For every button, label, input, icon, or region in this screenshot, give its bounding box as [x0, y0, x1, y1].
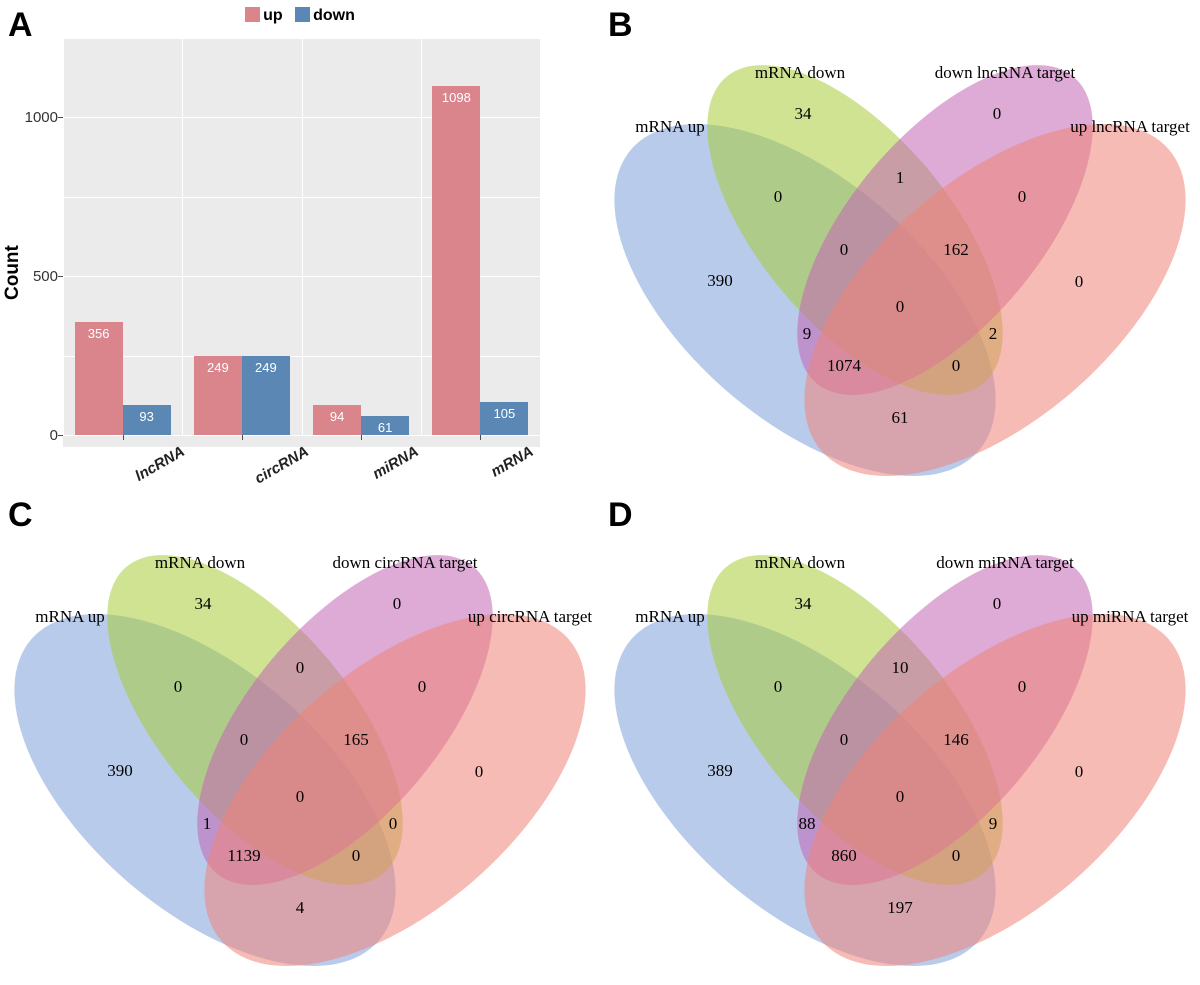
svg-text:0: 0: [774, 187, 783, 206]
svg-text:0: 0: [840, 240, 849, 259]
svg-text:0: 0: [475, 762, 484, 781]
svg-text:34: 34: [195, 594, 213, 613]
svg-text:mRNA up: mRNA up: [635, 607, 704, 626]
svg-text:34: 34: [795, 104, 813, 123]
svg-text:0: 0: [1075, 272, 1084, 291]
svg-text:34: 34: [795, 594, 813, 613]
svg-text:down miRNA target: down miRNA target: [936, 553, 1074, 572]
svg-text:0: 0: [389, 814, 398, 833]
svg-text:mRNA down: mRNA down: [755, 553, 846, 572]
svg-text:0: 0: [352, 846, 361, 865]
svg-text:0: 0: [993, 594, 1002, 613]
svg-text:0: 0: [896, 787, 905, 806]
svg-text:165: 165: [343, 730, 369, 749]
svg-text:197: 197: [887, 898, 913, 917]
svg-text:1: 1: [203, 814, 212, 833]
svg-text:390: 390: [107, 761, 133, 780]
svg-text:389: 389: [707, 761, 733, 780]
svg-text:2: 2: [989, 324, 998, 343]
svg-text:up circRNA target: up circRNA target: [468, 607, 593, 626]
svg-text:1139: 1139: [227, 846, 260, 865]
svg-text:390: 390: [707, 271, 733, 290]
svg-text:0: 0: [418, 677, 427, 696]
svg-text:mRNA down: mRNA down: [155, 553, 246, 572]
svg-text:88: 88: [799, 814, 816, 833]
svg-text:0: 0: [1075, 762, 1084, 781]
svg-text:61: 61: [892, 408, 909, 427]
svg-text:up lncRNA target: up lncRNA target: [1070, 117, 1190, 136]
svg-text:10: 10: [892, 658, 909, 677]
svg-text:down lncRNA target: down lncRNA target: [935, 63, 1076, 82]
svg-text:9: 9: [989, 814, 998, 833]
svg-text:mRNA down: mRNA down: [755, 63, 846, 82]
svg-text:0: 0: [393, 594, 402, 613]
svg-text:0: 0: [1018, 187, 1027, 206]
svg-text:down circRNA target: down circRNA target: [332, 553, 477, 572]
svg-text:up miRNA target: up miRNA target: [1072, 607, 1189, 626]
svg-text:mRNA up: mRNA up: [635, 117, 704, 136]
svg-text:0: 0: [896, 297, 905, 316]
svg-text:0: 0: [1018, 677, 1027, 696]
svg-text:0: 0: [993, 104, 1002, 123]
svg-text:1: 1: [896, 168, 905, 187]
svg-text:0: 0: [840, 730, 849, 749]
svg-text:1074: 1074: [827, 356, 862, 375]
svg-text:860: 860: [831, 846, 857, 865]
svg-text:0: 0: [174, 677, 183, 696]
svg-text:0: 0: [952, 846, 961, 865]
svg-text:0: 0: [296, 658, 305, 677]
svg-text:0: 0: [296, 787, 305, 806]
svg-text:0: 0: [952, 356, 961, 375]
svg-text:4: 4: [296, 898, 305, 917]
svg-text:162: 162: [943, 240, 969, 259]
svg-text:9: 9: [803, 324, 812, 343]
svg-text:0: 0: [774, 677, 783, 696]
svg-text:0: 0: [240, 730, 249, 749]
svg-text:146: 146: [943, 730, 969, 749]
svg-text:mRNA up: mRNA up: [35, 607, 104, 626]
